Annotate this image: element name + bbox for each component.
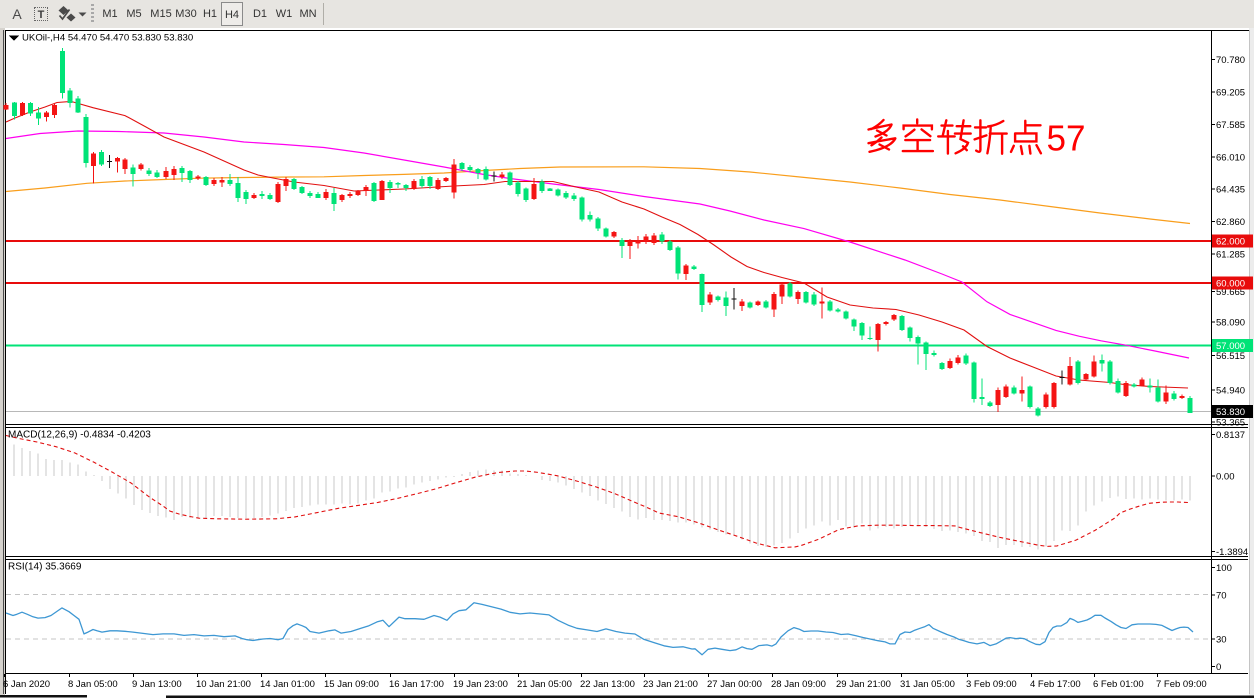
svg-text:28 Jan 09:00: 28 Jan 09:00 [771, 679, 826, 690]
svg-text:6 Feb 01:00: 6 Feb 01:00 [1093, 679, 1144, 690]
svg-text:15 Jan 09:00: 15 Jan 09:00 [324, 679, 379, 690]
svg-text:RSI(14) 35.3669: RSI(14) 35.3669 [8, 562, 82, 573]
svg-text:6 Jan 2020: 6 Jan 2020 [3, 679, 50, 690]
svg-text:31 Jan 05:00: 31 Jan 05:00 [900, 679, 955, 690]
svg-text:62.000: 62.000 [1216, 237, 1245, 248]
svg-text:57.000: 57.000 [1216, 341, 1245, 352]
svg-text:60.000: 60.000 [1216, 279, 1245, 290]
svg-text:56.515: 56.515 [1216, 351, 1245, 362]
svg-text:0.00: 0.00 [1216, 472, 1235, 483]
svg-text:9 Jan 13:00: 9 Jan 13:00 [132, 679, 182, 690]
svg-text:UKOil-,H4 54.470 54.470 53.83: UKOil-,H4 54.470 54.470 53.830 53.830 [22, 33, 193, 44]
svg-text:69.205: 69.205 [1216, 88, 1245, 99]
svg-text:7 Feb 09:00: 7 Feb 09:00 [1156, 679, 1207, 690]
svg-text:10 Jan 21:00: 10 Jan 21:00 [196, 679, 251, 690]
svg-text:54.940: 54.940 [1216, 386, 1245, 397]
svg-text:MACD(12,26,9) -0.4834 -0.4203: MACD(12,26,9) -0.4834 -0.4203 [8, 430, 151, 441]
svg-text:27 Jan 00:00: 27 Jan 00:00 [707, 679, 762, 690]
svg-text:19 Jan 23:00: 19 Jan 23:00 [453, 679, 508, 690]
svg-text:64.435: 64.435 [1216, 185, 1245, 196]
svg-text:22 Jan 13:00: 22 Jan 13:00 [580, 679, 635, 690]
svg-text:0.8137: 0.8137 [1216, 430, 1245, 441]
svg-text:30: 30 [1216, 635, 1227, 646]
svg-text:0: 0 [1216, 662, 1221, 673]
svg-text:62.860: 62.860 [1216, 217, 1245, 228]
svg-text:53.830: 53.830 [1216, 407, 1245, 418]
svg-text:-1.3894: -1.3894 [1216, 547, 1248, 558]
svg-text:16 Jan 17:00: 16 Jan 17:00 [389, 679, 444, 690]
svg-text:21 Jan 05:00: 21 Jan 05:00 [517, 679, 572, 690]
svg-text:70.780: 70.780 [1216, 55, 1245, 66]
svg-text:8 Jan 05:00: 8 Jan 05:00 [68, 679, 118, 690]
svg-text:3 Feb 09:00: 3 Feb 09:00 [966, 679, 1017, 690]
svg-text:61.285: 61.285 [1216, 250, 1245, 261]
svg-text:29 Jan 21:00: 29 Jan 21:00 [836, 679, 891, 690]
svg-text:53.365: 53.365 [1216, 418, 1245, 429]
svg-text:70: 70 [1216, 591, 1227, 602]
svg-text:67.585: 67.585 [1216, 120, 1245, 131]
svg-text:57: 57 [1047, 118, 1086, 159]
svg-text:66.010: 66.010 [1216, 153, 1245, 164]
svg-text:59.665: 59.665 [1216, 287, 1245, 298]
svg-text:4 Feb 17:00: 4 Feb 17:00 [1030, 679, 1081, 690]
svg-text:23 Jan 21:00: 23 Jan 21:00 [643, 679, 698, 690]
svg-text:100: 100 [1216, 563, 1232, 574]
svg-text:58.090: 58.090 [1216, 318, 1245, 329]
svg-text:14 Jan 01:00: 14 Jan 01:00 [260, 679, 315, 690]
